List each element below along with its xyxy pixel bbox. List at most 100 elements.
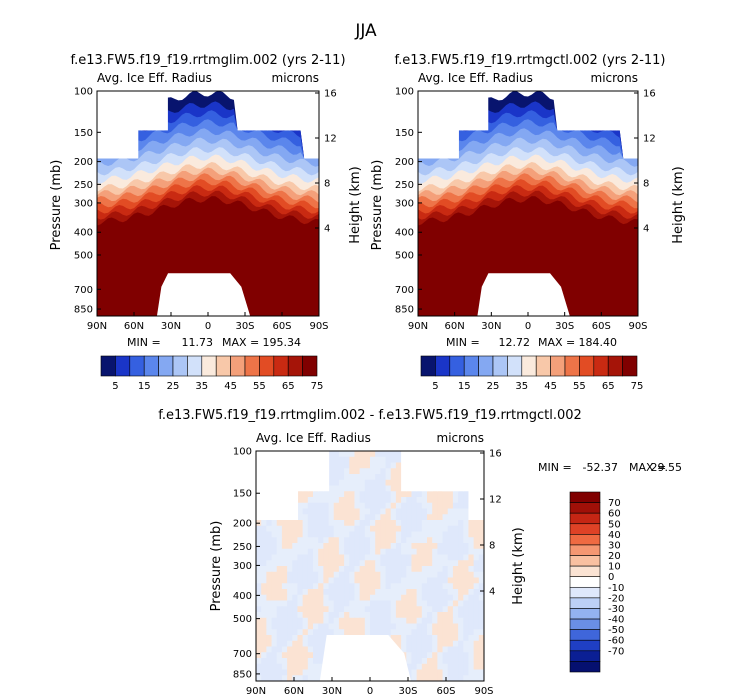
diff-cell [370,531,376,538]
diff-cell [318,497,324,504]
colorbar-swatch [115,355,131,377]
diff-cell [411,612,418,619]
diff-cell [370,606,376,613]
diff-cell [447,612,454,619]
diff-cell [281,675,288,681]
diff-cell [473,612,480,619]
diff-cell [473,577,480,584]
diff-cell [452,543,459,550]
diff-cell [276,525,283,533]
diff-cell [323,502,330,510]
diff-cell [297,623,304,630]
diff-cell [266,583,273,590]
colorbar-swatch [507,355,523,377]
missing-data [252,91,257,131]
diff-cell [287,577,293,584]
diff-cell [281,594,288,602]
diff-cell [313,606,319,613]
diff-cell [416,554,423,561]
diff-cell [344,612,350,619]
diff-cell [380,594,387,602]
diff-cell [302,623,309,630]
diff-cell [421,646,428,653]
colorbar-swatch [569,597,601,609]
diff-cell [442,548,449,556]
diff-cell [266,623,273,630]
diff-cell [478,571,484,579]
diff-cell [328,589,335,596]
missing-data [287,451,293,520]
diff-cell [452,566,459,573]
diff-cell [375,497,381,504]
diff-cell [307,669,314,676]
diff-cell [354,451,361,458]
diff-cell [313,537,319,544]
diff-cell [338,479,345,487]
diff-cell [375,520,381,527]
diff-cell [385,583,392,590]
diff-cell [416,502,423,510]
diff-cell [473,543,480,550]
diff-cell [302,537,309,544]
diff-cell [318,548,324,556]
diff-cell [271,531,278,538]
diff-cell [287,663,293,671]
diff-cell [395,589,402,596]
diff-cell [401,508,407,515]
missing-data [241,91,246,131]
colorbar-label: 20 [608,551,621,562]
diff-cell [338,525,345,533]
diff-cell [344,577,350,584]
diff-cell [349,543,356,550]
diff-cell [478,577,484,584]
colorbar-label: 75 [311,381,324,392]
diff-cell [323,531,330,538]
diff-cell [473,617,480,625]
diff-cell [380,566,387,573]
diff-cell [478,525,484,533]
diff-cell [359,560,366,567]
diff-cell [458,537,464,544]
diff-cell [421,502,428,510]
diff-cell [370,543,376,550]
x-tick-label: 90N [408,321,428,332]
diff-cell [447,502,454,510]
diff-cell [427,640,433,648]
diff-cell [328,485,335,492]
diff-cell [256,600,262,607]
missing-data [307,451,314,492]
missing-data [313,451,319,492]
diff-cell [432,520,438,527]
diff-cell [463,606,470,613]
y-right-tick-label: 8 [643,179,649,190]
colorbar-swatch [449,355,465,377]
diff-cell [452,560,459,567]
diff-cell [468,583,475,590]
diff-cell [447,554,454,561]
diff-cell [427,623,433,630]
diff-cell [313,543,319,550]
diff-cell [416,606,423,613]
diff-cell [333,520,340,527]
diff-cell [344,560,350,567]
diff-cell [344,474,350,481]
diff-cell [338,623,345,630]
diff-cell [442,663,449,671]
missing-data [406,451,413,492]
missing-data [119,91,124,159]
diff-cell [427,497,433,504]
diff-cell [427,612,433,619]
diff-cell [323,548,330,556]
diff-cell [473,520,480,527]
diff-cell [478,589,484,596]
diff-cell [478,531,484,538]
diff-cell [364,456,371,464]
diff-cell [401,583,407,590]
y-tick-label: 300 [233,561,252,572]
y-right-tick-label: 8 [489,541,495,552]
diff-cell [395,583,402,590]
diff-cell [307,658,314,665]
diff-cell [442,543,449,550]
diff-cell [281,612,288,619]
diff-cell [292,652,299,659]
